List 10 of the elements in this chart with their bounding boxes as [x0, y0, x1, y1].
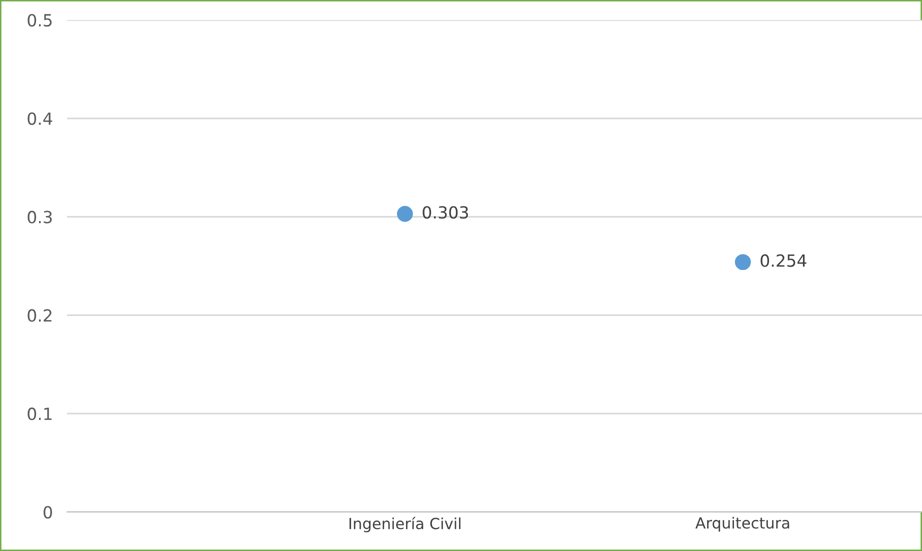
x-tick-label: Arquitectura — [695, 516, 790, 532]
y-tick-label: 0.2 — [28, 309, 52, 322]
data-label: 0.254 — [760, 254, 806, 267]
data-label: 0.303 — [422, 206, 468, 219]
y-tick-label: 0.1 — [28, 408, 52, 420]
y-tick-label: 0 — [44, 506, 52, 519]
y-tick-label: 0.3 — [28, 210, 52, 224]
x-tick-label: Ingeniería Civil — [350, 516, 460, 532]
y-tick-label: 0.4 — [28, 112, 52, 125]
y-tick-label: 0.5 — [28, 14, 52, 27]
